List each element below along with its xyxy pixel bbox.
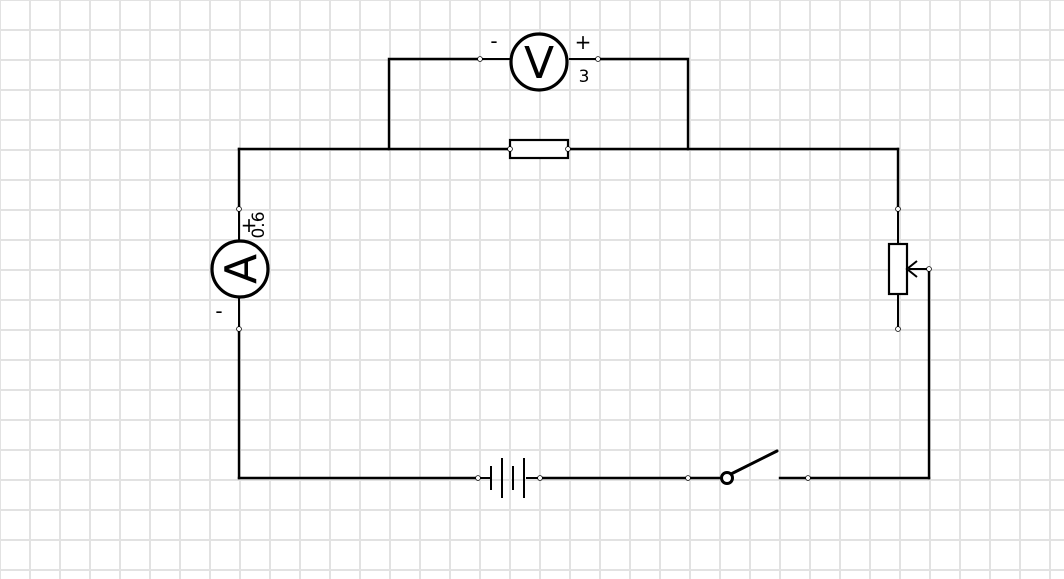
resistor-icon <box>507 138 571 160</box>
ammeter-range-label: 0.6 <box>249 211 269 238</box>
voltmeter-positive-label: + <box>575 30 592 54</box>
battery-icon <box>475 458 543 498</box>
voltmeter-symbol: V <box>524 38 554 89</box>
ammeter-negative-label: - <box>215 299 222 323</box>
ammeter-symbol: A <box>216 254 267 284</box>
voltmeter-negative-label: - <box>490 29 497 53</box>
switch-open-icon <box>685 449 811 485</box>
wire-voltmeter-right <box>596 57 690 151</box>
wire-voltmeter-left <box>387 57 482 151</box>
voltmeter: V - + 3 <box>477 29 601 92</box>
ammeter-icon <box>210 239 270 299</box>
ammeter: A + - 0.6 <box>210 206 270 332</box>
wires <box>237 57 931 480</box>
voltmeter-icon <box>509 32 569 92</box>
ammeter-positive-label: + <box>241 213 258 237</box>
voltmeter-range-label: 3 <box>579 67 590 87</box>
rheostat-icon <box>887 206 932 332</box>
